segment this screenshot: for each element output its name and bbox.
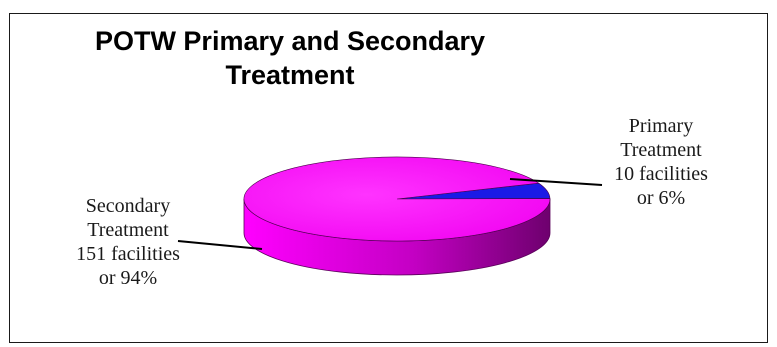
leader-line-primary [509, 178, 603, 186]
slice-label-primary-line-3: 10 facilities [614, 163, 708, 185]
leader-line-secondary [177, 240, 263, 250]
slice-label-primary-line-1: Primary [628, 115, 694, 137]
slice-label-secondary: Secondary Treatment 151 facilities or 94… [62, 194, 194, 290]
chart-title: POTW Primary and Secondary Treatment [70, 24, 510, 92]
slice-label-secondary-line-3: 151 facilities [76, 243, 180, 265]
slice-label-primary-line-2: Treatment [620, 139, 702, 161]
chart-title-line-2: Treatment [225, 60, 355, 90]
pie-slice-secondary [243, 156, 551, 242]
slice-label-secondary-line-1: Secondary [85, 195, 171, 217]
slice-label-secondary-line-2: Treatment [87, 219, 169, 241]
slice-label-primary: Primary Treatment 10 facilities or 6% [605, 114, 717, 210]
slice-label-primary-line-4: or 6% [636, 187, 686, 209]
slice-label-secondary-line-4: or 94% [98, 267, 158, 289]
chart-title-line-1: POTW Primary and Secondary [94, 26, 486, 56]
